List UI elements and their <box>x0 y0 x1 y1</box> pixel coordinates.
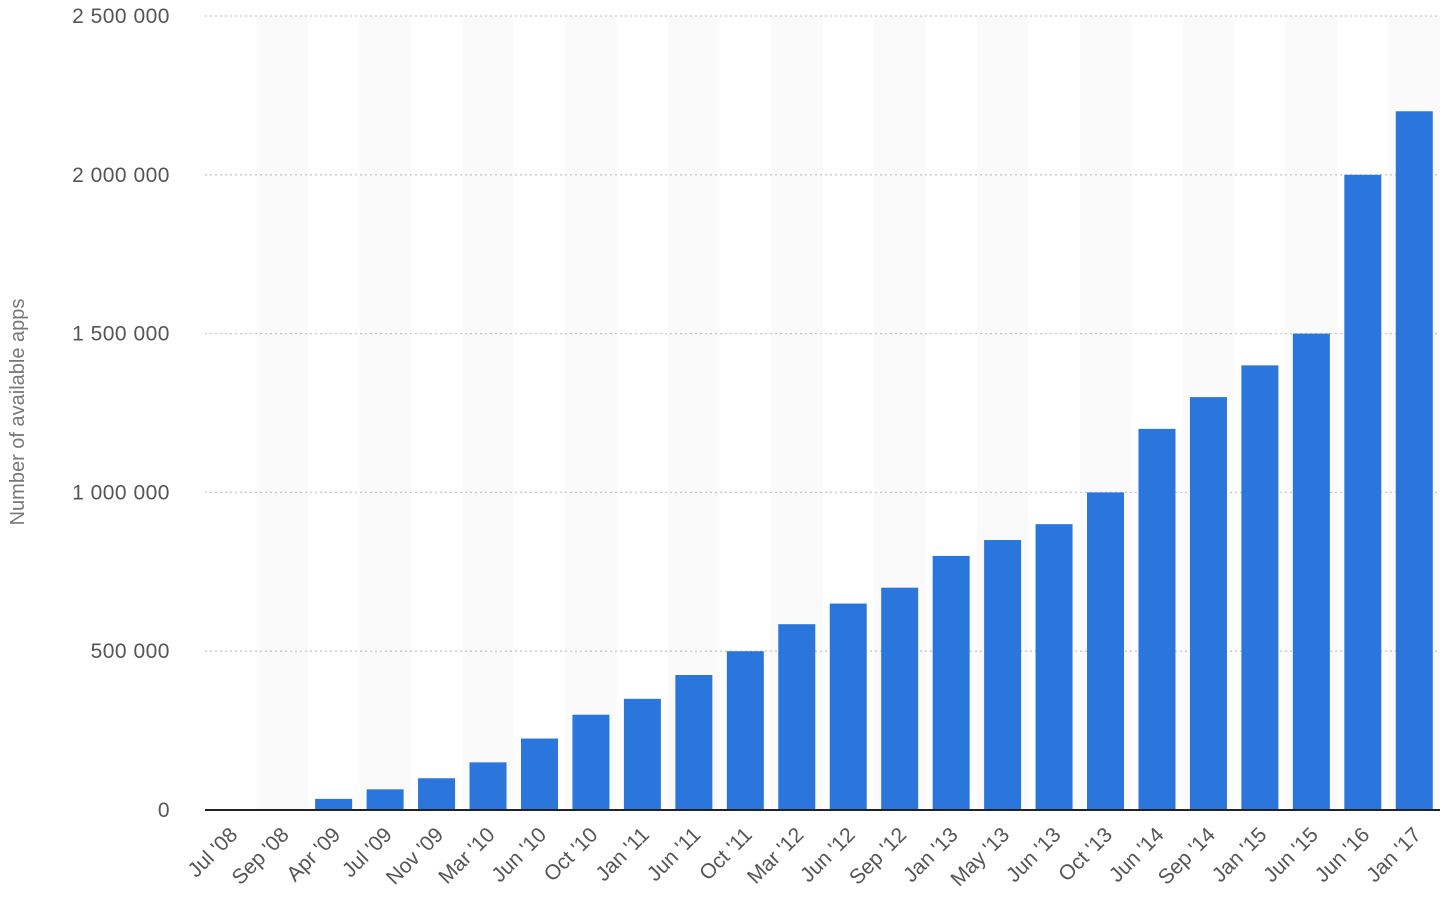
bar <box>315 798 353 810</box>
y-tick-label: 2 000 000 <box>72 164 170 187</box>
bar <box>1189 397 1227 810</box>
x-tick-label: Mar '10 <box>434 823 499 888</box>
bar <box>418 778 456 810</box>
x-tick-label: Jun '15 <box>1259 823 1323 887</box>
x-tick-label: Jan '11 <box>591 823 654 886</box>
bar <box>778 624 816 810</box>
x-tick-label: Jun '16 <box>1311 823 1375 887</box>
bars <box>212 111 1433 811</box>
x-tick-label: Apr '09 <box>282 823 345 886</box>
column-band <box>359 16 411 810</box>
x-tick-label: Jan '15 <box>1208 823 1272 887</box>
x-tick-label: Sep '14 <box>1154 823 1220 889</box>
y-tick-label: 2 500 000 <box>72 5 170 28</box>
x-tick-label: Oct '10 <box>540 823 603 886</box>
bar <box>366 789 404 810</box>
x-tick-label: Sep '12 <box>845 823 911 889</box>
x-tick-label: Jun '10 <box>487 823 551 887</box>
bar <box>1087 492 1125 810</box>
bar <box>932 555 970 810</box>
bar <box>726 651 764 810</box>
bar <box>520 738 558 810</box>
bar <box>572 714 610 810</box>
x-tick-label: Jun '13 <box>1002 823 1066 887</box>
bar <box>623 698 661 810</box>
bar <box>1395 111 1433 810</box>
bar <box>829 603 867 810</box>
bar <box>1035 524 1073 810</box>
x-tick-label: Mar '12 <box>743 823 808 888</box>
column-band <box>256 16 308 810</box>
column-band <box>565 16 617 810</box>
bar <box>984 540 1022 810</box>
y-tick-label: 1 000 000 <box>72 481 170 504</box>
column-band <box>462 16 514 810</box>
x-tick-label: Nov '09 <box>382 823 448 889</box>
x-tick-label: Jun '11 <box>643 823 706 886</box>
x-tick-label: Jan '17 <box>1362 823 1426 887</box>
y-tick-label: 0 <box>158 799 170 822</box>
x-tick-label: Oct '13 <box>1054 823 1117 886</box>
gridlines <box>205 15 1440 652</box>
x-tick-label: Sep '08 <box>228 823 294 889</box>
bar <box>1138 428 1176 810</box>
bar <box>1241 365 1279 810</box>
bar <box>881 587 919 810</box>
y-axis-label: Number of available apps <box>7 299 29 526</box>
bar <box>1344 174 1382 811</box>
bar <box>469 762 507 810</box>
bar <box>1292 333 1330 810</box>
y-tick-label: 1 500 000 <box>72 323 170 346</box>
y-tick-label: 500 000 <box>91 640 170 663</box>
bar <box>675 675 713 810</box>
y-axis-ticks: 0 500 000 1 000 000 1 500 000 2 000 000 2 500… <box>72 5 170 822</box>
